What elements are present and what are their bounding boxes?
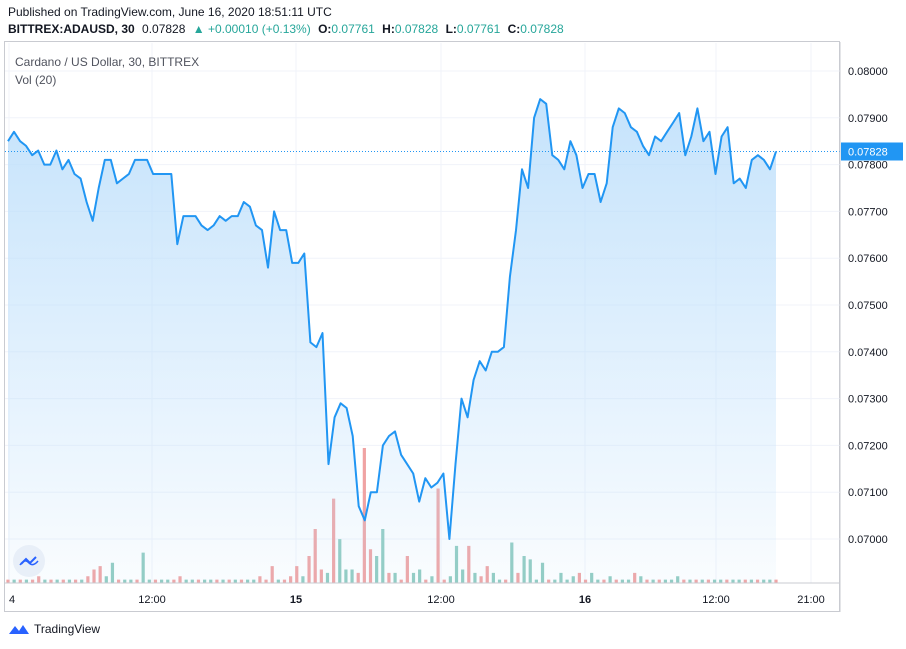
price-line <box>7 98 777 540</box>
last-price-label: 0.07828 <box>848 146 888 158</box>
footer: TradingView <box>8 622 100 636</box>
y-tick-label: 0.08000 <box>848 66 888 78</box>
published-line: Published on TradingView.com, June 16, 2… <box>8 5 332 19</box>
low-value: 0.07761 <box>456 22 501 36</box>
footer-brand: TradingView <box>34 622 101 636</box>
x-tick-label: 4 <box>9 594 15 606</box>
y-tick-label: 0.07800 <box>848 160 888 172</box>
legend-title: Cardano / US Dollar, 30, BITTREX <box>15 55 200 69</box>
open-value: 0.07761 <box>331 22 375 36</box>
quote-line: BITTREX:ADAUSD, 30 0.07828 ▲ +0.00010 (+… <box>8 22 564 36</box>
x-tick-label: 16 <box>579 594 591 606</box>
y-tick-label: 0.07500 <box>848 300 888 312</box>
y-tick-label: 0.07600 <box>848 253 888 265</box>
x-tick-label: 12:00 <box>427 594 455 606</box>
y-tick-label: 0.07300 <box>848 394 888 406</box>
change-value: ▲ +0.00010 (+0.13%) <box>192 22 311 36</box>
low-label: L: <box>445 22 457 36</box>
symbol-label: BITTREX:ADAUSD, 30 <box>8 22 135 36</box>
y-tick-label: 0.07700 <box>848 206 888 218</box>
close-label: C: <box>507 22 521 36</box>
y-tick-label: 0.07100 <box>848 487 888 499</box>
tradingview-badge-icon[interactable] <box>13 545 45 577</box>
high-label: H: <box>382 22 395 36</box>
open-label: O: <box>318 22 332 36</box>
volume-bar <box>362 448 366 583</box>
x-tick-label: 15 <box>290 594 302 606</box>
chart-legend: Cardano / US Dollar, 30, BITTREX Vol (20… <box>15 53 199 89</box>
x-tick-label: 12:00 <box>138 594 166 606</box>
y-tick-label: 0.07000 <box>848 534 888 546</box>
high-value: 0.07828 <box>394 22 439 36</box>
y-tick-label: 0.07200 <box>848 440 888 452</box>
y-tick-label: 0.07900 <box>848 113 888 125</box>
close-value: 0.07828 <box>520 22 564 36</box>
y-tick-label: 0.07400 <box>848 347 888 359</box>
legend-volume: Vol (20) <box>15 73 57 87</box>
last-price-badge <box>841 142 903 161</box>
x-tick-label: 21:00 <box>797 594 825 606</box>
x-tick-label: 12:00 <box>702 594 730 606</box>
price-area <box>8 99 776 583</box>
tradingview-logo-icon <box>9 625 29 634</box>
last-price: 0.07828 <box>142 22 186 36</box>
